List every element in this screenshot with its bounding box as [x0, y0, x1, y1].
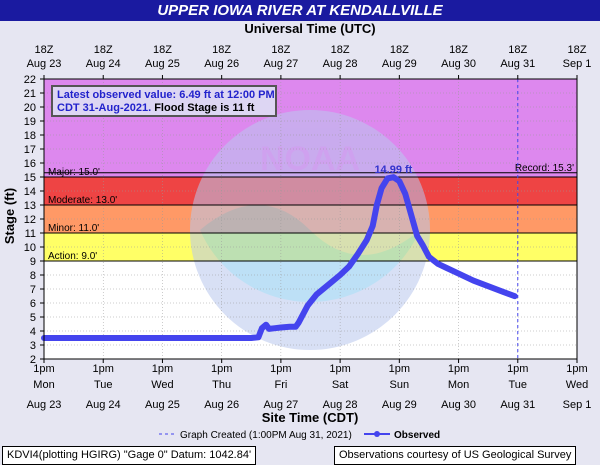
x-tick-label: 1pm	[507, 363, 528, 375]
footer-datum: KDVI4(plotting HGIRG) "Gage 0" Datum: 10…	[2, 446, 257, 465]
x-tick-label: 1pm	[329, 363, 350, 375]
x-tick-label: 1pm	[448, 363, 469, 375]
y-tick-label: 22	[24, 74, 36, 86]
x-tick-label: Aug 31	[500, 399, 535, 411]
x-tick-label: Aug 29	[382, 399, 417, 411]
legend-observed-label: Observed	[394, 430, 440, 441]
x-tick-label: Tue	[509, 379, 528, 391]
x-tick-label: Aug 30	[441, 399, 476, 411]
info-line2: CDT 31-Aug-2021.	[57, 102, 152, 114]
x-tick-label: 1pm	[270, 363, 291, 375]
x-tick-label: 1pm	[93, 363, 114, 375]
y-tick-label: 21	[24, 88, 36, 100]
y-tick-label: 8	[30, 270, 36, 282]
x-tick-label: Tue	[94, 379, 113, 391]
legend-created-label: Graph Created (1:00PM Aug 31, 2021)	[180, 430, 352, 441]
x-tick-label: Sep 1	[563, 399, 592, 411]
y-tick-label: 12	[24, 214, 36, 226]
top-tick-label: Sep 1	[563, 58, 592, 70]
top-tick-label: Aug 23	[27, 58, 62, 70]
top-tick-label: 18Z	[212, 44, 231, 56]
y-tick-label: 4	[30, 326, 36, 338]
x-tick-label: Thu	[212, 379, 231, 391]
threshold-label: Minor: 11.0'	[48, 223, 99, 234]
y-tick-label: 2	[30, 354, 36, 366]
top-tick-label: 18Z	[568, 44, 587, 56]
y-tick-label: 16	[24, 158, 36, 170]
y-tick-label: 17	[24, 144, 36, 156]
y-tick-label: 14	[24, 186, 36, 198]
threshold-label: Action: 9.0'	[48, 251, 97, 262]
top-tick-label: 18Z	[331, 44, 350, 56]
y-tick-label: 10	[24, 242, 36, 254]
x-tick-label: Aug 24	[86, 399, 121, 411]
axes: 2 3 4 5 6 7 8 9 10 11 12 13 14 15 16 17 18 19 20 21 22 1pm Mon…	[24, 44, 592, 411]
x-tick-label: Aug 27	[263, 399, 298, 411]
top-tick-label: 18Z	[94, 44, 113, 56]
x-tick-label: 1pm	[211, 363, 232, 375]
bottom-axis-title: Site Time (CDT)	[262, 410, 359, 425]
y-tick-label: 19	[24, 116, 36, 128]
info-line1: Latest observed value: 6.49 ft at 12:00 …	[57, 89, 275, 101]
top-tick-label: 18Z	[271, 44, 290, 56]
top-tick-label: 18Z	[508, 44, 527, 56]
noaa-watermark: NOAA	[190, 110, 430, 350]
top-tick-label: 18Z	[153, 44, 172, 56]
chart-title: UPPER IOWA RIVER AT KENDALLVILLE	[0, 0, 600, 21]
top-tick-label: Aug 25	[145, 58, 180, 70]
footer-credit: Observations courtesy of US Geological S…	[334, 446, 577, 465]
y-tick-label: 20	[24, 102, 36, 114]
x-tick-label: Wed	[151, 379, 173, 391]
peak-label: 14.99 ft	[374, 164, 412, 176]
x-tick-label: Aug 28	[323, 399, 358, 411]
svg-text:NOAA: NOAA	[260, 140, 360, 178]
top-tick-label: Aug 31	[500, 58, 535, 70]
threshold-lines: Action: 9.0'Minor: 11.0'Moderate: 13.0'M…	[44, 79, 577, 359]
series-layer: 14.99 ft	[41, 164, 518, 341]
observed-line	[41, 174, 518, 341]
top-tick-label: Aug 24	[86, 58, 121, 70]
threshold-label: Moderate: 13.0'	[48, 195, 117, 206]
legend-observed-marker	[374, 431, 380, 437]
y-tick-label: 6	[30, 298, 36, 310]
info-line2b: Flood Stage is 11 ft	[154, 102, 255, 114]
y-tick-label: 11	[25, 228, 36, 240]
x-tick-label: Sat	[332, 379, 349, 391]
x-tick-label: Fri	[274, 379, 287, 391]
top-tick-label: Aug 28	[323, 58, 358, 70]
x-tick-label: Mon	[33, 379, 54, 391]
y-tick-label: 3	[30, 340, 36, 352]
x-tick-label: Sun	[390, 379, 410, 391]
y-tick-label: 15	[24, 172, 36, 184]
top-tick-label: Aug 30	[441, 58, 476, 70]
x-tick-label: 1pm	[152, 363, 173, 375]
y-tick-label: 13	[24, 200, 36, 212]
x-tick-label: Aug 25	[145, 399, 180, 411]
latest-observed-box: Latest observed value: 6.49 ft at 12:00 …	[51, 85, 277, 117]
y-tick-label: 18	[24, 130, 36, 142]
record-label: Record: 15.3'	[515, 163, 574, 174]
top-tick-label: Aug 26	[204, 58, 239, 70]
x-tick-label: Aug 23	[27, 399, 62, 411]
y-axis-title: Stage (ft)	[2, 188, 17, 244]
x-tick-label: 1pm	[389, 363, 410, 375]
top-tick-label: 18Z	[35, 44, 54, 56]
top-tick-label: Aug 29	[382, 58, 417, 70]
top-tick-label: 18Z	[390, 44, 409, 56]
top-axis-title: Universal Time (UTC)	[244, 21, 375, 36]
top-tick-label: Aug 27	[263, 58, 298, 70]
x-tick-label: Wed	[566, 379, 588, 391]
x-tick-label: Aug 26	[204, 399, 239, 411]
y-tick-label: 7	[30, 284, 36, 296]
y-tick-label: 5	[30, 312, 36, 324]
x-tick-label: 1pm	[33, 363, 54, 375]
x-tick-label: 1pm	[566, 363, 587, 375]
top-tick-label: 18Z	[449, 44, 468, 56]
x-tick-label: Mon	[448, 379, 469, 391]
y-tick-label: 9	[30, 256, 36, 268]
